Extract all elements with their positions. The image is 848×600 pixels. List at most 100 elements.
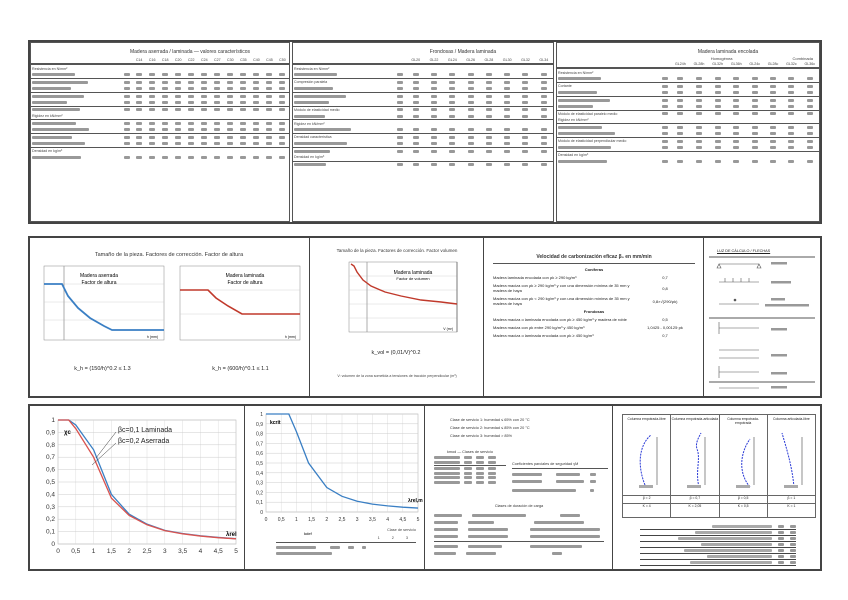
svg-text:0,8: 0,8 <box>256 432 263 438</box>
table-cell <box>211 154 224 160</box>
charring-value: 0,7 <box>662 333 668 338</box>
table-cell <box>132 105 146 113</box>
panel-volume-factor: Tamaño de la pieza. Factores de correcci… <box>311 238 483 396</box>
table-cell <box>671 131 690 138</box>
table-cell <box>250 99 263 106</box>
svg-text:βc=0,1 Laminada: βc=0,1 Laminada <box>118 427 172 434</box>
table-title: Madera laminada encolada <box>697 49 759 55</box>
table-cell <box>708 76 727 83</box>
row-label <box>31 141 120 148</box>
column-header: GL32 <box>516 57 535 66</box>
table-cell <box>461 127 479 134</box>
column-header: GL28 <box>479 57 499 66</box>
row-label <box>31 86 120 93</box>
table-cell <box>671 95 690 104</box>
table-cell <box>671 82 690 90</box>
table-cell <box>708 123 727 131</box>
table-cell <box>479 146 499 155</box>
material-desc: Madera maciza con ρk ≥ 290 kg/m³ y con u… <box>493 283 630 293</box>
legend-row <box>640 548 796 554</box>
table-cell <box>726 82 746 90</box>
table-cell <box>671 76 690 83</box>
table-cell <box>461 113 479 120</box>
charring-row: Madera laminada encolada con ρk ≥ 290 kg… <box>493 275 695 280</box>
svg-text:0,8: 0,8 <box>46 442 55 449</box>
properties-table: GL24h GL28h GL32h GL36h GL24c GL28c GL32c GL36c… <box>557 61 819 165</box>
row-label <box>557 103 659 110</box>
chart-label: Madera laminada <box>226 273 265 279</box>
table-cell <box>764 145 782 152</box>
table-cell <box>801 131 819 138</box>
table-cell <box>764 90 782 97</box>
divider <box>703 238 704 396</box>
svg-text:4: 4 <box>386 517 389 523</box>
table-cell <box>425 86 443 93</box>
table-cell <box>223 105 237 113</box>
table-cell <box>263 127 276 134</box>
column-header: GL26 <box>461 57 480 66</box>
table-cell <box>184 78 198 86</box>
table-cell <box>236 78 250 86</box>
height-factor-chart-sawn: Madera aserrada Factor de altura h (mm) <box>43 265 165 341</box>
table-cell <box>185 99 198 106</box>
table-cell <box>146 99 159 106</box>
top-row-frame <box>28 40 822 224</box>
divider <box>309 238 310 396</box>
table-cell <box>406 91 425 100</box>
table-cell <box>534 133 553 141</box>
kmod-row <box>434 456 506 459</box>
kmod-title: kmod — Clases de servicio <box>446 450 493 454</box>
case-title: Columna empotrada-articulada <box>671 417 719 421</box>
table-cell <box>443 72 461 79</box>
table-cell <box>443 113 461 120</box>
table-cell <box>690 103 709 110</box>
table-cell <box>263 86 276 93</box>
svg-text:0: 0 <box>265 517 268 523</box>
table-cell <box>249 105 263 113</box>
row-label <box>31 127 120 134</box>
table-cell <box>171 133 185 141</box>
row-label <box>31 78 121 86</box>
column-header: C40 <box>249 57 263 66</box>
table-cell <box>516 91 535 100</box>
svg-text:0,7: 0,7 <box>46 454 55 461</box>
table-cell <box>262 133 276 141</box>
svg-text:0,2: 0,2 <box>46 516 55 523</box>
table-cell <box>132 91 146 100</box>
charring-value: 1,0425 - 0,00125·ρk <box>647 325 683 330</box>
panel-title: Velocidad de carbonización eficaz β₀ en … <box>493 254 695 264</box>
table-cell <box>671 158 690 164</box>
table-cell <box>801 145 819 152</box>
table-cell <box>498 127 516 134</box>
row-label: Densidad característica <box>293 133 394 141</box>
table-cell <box>275 105 289 113</box>
row-label <box>31 154 120 160</box>
k-value: K = 0,5 <box>719 503 767 508</box>
svg-text:3,5: 3,5 <box>369 517 376 523</box>
table-cell <box>708 158 727 164</box>
svg-text:kcrit: kcrit <box>270 420 281 426</box>
axis-label: h (mm) <box>147 335 158 339</box>
table-cell <box>171 91 185 100</box>
table-cell <box>535 113 553 120</box>
table-cell <box>801 103 819 110</box>
column-header: C45 <box>262 57 276 66</box>
svg-text:0,4: 0,4 <box>256 471 263 477</box>
buckling-coefficient-chart: 0 0,5 1 1,5 2 2,5 3 3,5 4 4,5 5 0 0,1 0,2 0,3 0,4 0,5 0,6… <box>46 417 238 555</box>
panel-buckling-chart: 0 0,5 1 1,5 2 2,5 3 3,5 4 4,5 5 0 0,1 0,2 0,3 0,4 0,5 0,6… <box>30 406 244 569</box>
table-cell <box>782 90 800 97</box>
row-label <box>31 72 120 79</box>
table-cell <box>249 119 263 127</box>
charring-value: 0,8×√(290/ρk) <box>652 298 678 304</box>
chart-label: Factor de altura <box>227 280 262 286</box>
section-label: Densidad en kg/m³ <box>31 146 289 155</box>
table-cell <box>746 76 764 83</box>
table-cell <box>236 119 250 127</box>
table-cell <box>764 103 782 110</box>
table-cell <box>461 160 480 168</box>
table-cell <box>727 103 746 110</box>
case-title: Columna articulada-libre <box>773 417 810 421</box>
table-cell <box>250 141 263 148</box>
table-cell <box>443 141 461 148</box>
table-cell <box>763 137 783 145</box>
